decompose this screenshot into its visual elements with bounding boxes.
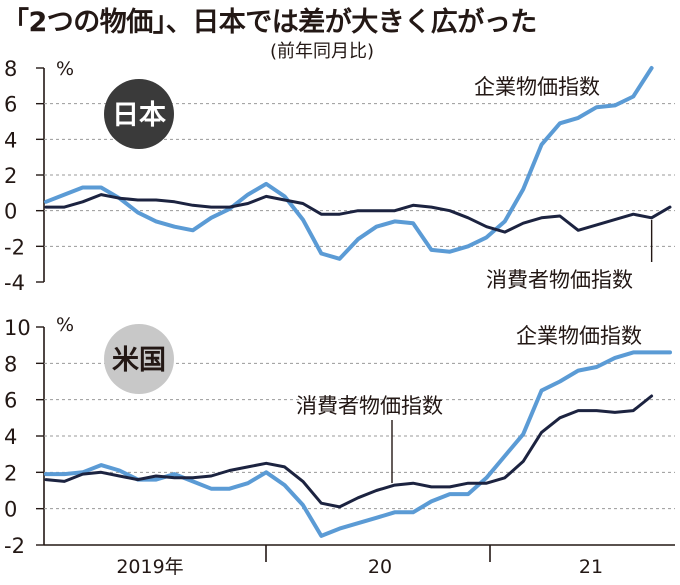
us-y-tick-label: -2 xyxy=(4,534,25,558)
japan-ppi-annotation: 企業物価指数 xyxy=(474,75,600,99)
us-y-tick-label: 8 xyxy=(4,352,17,376)
us-panel-badge xyxy=(104,324,174,394)
japan-panel-label: 日本 xyxy=(112,100,166,131)
us-series-lines xyxy=(44,350,672,538)
chart-title: 「2つの物価」、日本では差が大きく広がった xyxy=(2,7,537,38)
japan-panel-badge xyxy=(104,79,174,149)
us-y-tick-label: 4 xyxy=(4,425,17,449)
japan-ppi-line xyxy=(44,66,654,261)
japan-series-lines xyxy=(44,66,672,261)
us-y-tick-label: 6 xyxy=(4,389,17,413)
x-label-2021: 21 xyxy=(579,556,603,578)
japan-y-tick-label: 8 xyxy=(4,57,17,81)
us-cpi-annotation: 消費者物価指数 xyxy=(296,394,443,418)
us-y-tick-label: 2 xyxy=(4,461,17,485)
japan-y-tick-label: -4 xyxy=(4,271,25,295)
japan-y-ticks: -4 -2 0 2 4 6 8 xyxy=(4,57,44,295)
us-panel-label: 米国 xyxy=(112,345,166,376)
japan-cpi-annotation: 消費者物価指数 xyxy=(486,268,633,292)
japan-unit-label: % xyxy=(56,58,74,80)
chart-subtitle: (前年同月比) xyxy=(270,41,375,62)
us-ppi-annotation: 企業物価指数 xyxy=(516,324,642,348)
japan-y-tick-label: 0 xyxy=(4,200,17,224)
us-unit-label: % xyxy=(56,314,74,336)
us-y-ticks: -2 0 2 4 6 8 10 xyxy=(4,316,44,558)
japan-y-tick-label: -2 xyxy=(4,235,25,259)
us-cpi-line xyxy=(44,394,654,509)
us-y-tick-label: 10 xyxy=(4,316,31,340)
x-label-2019: 2019年 xyxy=(116,556,183,578)
japan-y-tick-label: 6 xyxy=(4,93,17,117)
us-y-tick-label: 0 xyxy=(4,498,17,522)
x-label-2020: 20 xyxy=(368,556,392,578)
japan-y-tick-label: 4 xyxy=(4,128,17,152)
annotation-leaders xyxy=(391,219,653,484)
japan-y-tick-label: 2 xyxy=(4,164,17,188)
